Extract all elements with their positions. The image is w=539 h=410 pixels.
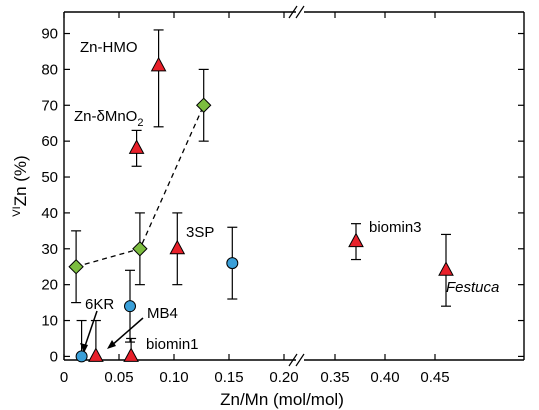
triangle-marker	[128, 139, 145, 154]
annotation-arrows-group	[80, 310, 144, 353]
triangle-marker	[169, 239, 186, 255]
y-tick-label: 60	[41, 133, 58, 150]
y-tick-label: 80	[41, 61, 58, 78]
x-tick-label: 0.15	[214, 369, 243, 386]
axis-break-bottom-2	[295, 353, 305, 367]
annotation-zn-hmo: Zn-HMO	[80, 39, 138, 56]
x-tick-label: 0.20	[269, 369, 298, 386]
annotation-festuca: Festuca	[446, 279, 499, 296]
axis-ticks-group: 0 10 20 30 40 50 60 70 80 90 0 0.05 0.10 0.15 0.20 0.35…	[41, 12, 524, 386]
x-tick-label: 0	[60, 369, 68, 386]
plot-frame-group	[63, 5, 525, 367]
annotation-zn-dmno2-main: Zn-δMnO	[74, 108, 137, 125]
circle-marker	[124, 300, 136, 313]
axis-break-top-1	[288, 5, 298, 19]
triangle-marker	[438, 261, 454, 276]
x-tick-label: 0.05	[104, 369, 133, 386]
diamond-marker	[195, 97, 212, 113]
annotations-group: Zn-HMO Zn-δMnO2 3SP biomin3 Festuca 6KR …	[74, 39, 499, 353]
y-tick-label: 70	[41, 97, 58, 114]
data-markers-group	[68, 56, 454, 363]
circle-marker	[75, 350, 88, 363]
x-axis-title: Zn/Mn (mol/mol)	[220, 390, 344, 409]
diamond-marker	[68, 259, 84, 275]
annotation-6kr: 6KR	[85, 296, 114, 313]
triangle-marker	[348, 232, 364, 248]
y-tick-label: 20	[41, 277, 58, 294]
y-tick-label: 0	[50, 348, 58, 365]
arrow-6kr	[83, 310, 98, 350]
annotation-biomin3: biomin3	[369, 219, 422, 236]
arrow-6kr-head	[80, 343, 88, 353]
annotation-zn-dmno2: Zn-δMnO2	[74, 108, 143, 129]
axis-break-top-2	[295, 5, 305, 19]
x-tick-label: 0.10	[159, 369, 188, 386]
x-tick-label: 0.40	[370, 369, 399, 386]
y-axis-title: VIZn (%)	[11, 155, 30, 216]
x-tick-label: 0.35	[320, 369, 349, 386]
y-axis-title-main: Zn (%)	[11, 155, 30, 206]
y-tick-label: 40	[41, 205, 58, 222]
axis-break-bottom-1	[288, 353, 298, 367]
triangle-marker	[123, 347, 139, 362]
y-axis-title-sup: VI	[11, 206, 23, 216]
y-tick-label: 30	[41, 241, 58, 258]
annotation-3sp: 3SP	[186, 224, 214, 241]
arrow-mb4-head	[107, 340, 116, 349]
annotation-biomin1: biomin1	[146, 336, 199, 353]
annotation-mb4: MB4	[147, 305, 178, 322]
triangle-marker	[150, 56, 167, 72]
triangle-marker	[88, 347, 104, 362]
y-tick-label: 10	[41, 313, 58, 330]
circle-marker	[226, 257, 239, 270]
y-tick-label: 90	[41, 26, 58, 43]
x-tick-label: 0.45	[420, 369, 449, 386]
y-tick-label: 50	[41, 169, 58, 186]
diamond-marker	[132, 241, 148, 257]
annotation-zn-dmno2-sub: 2	[137, 117, 143, 129]
arrow-mb4	[110, 317, 144, 347]
